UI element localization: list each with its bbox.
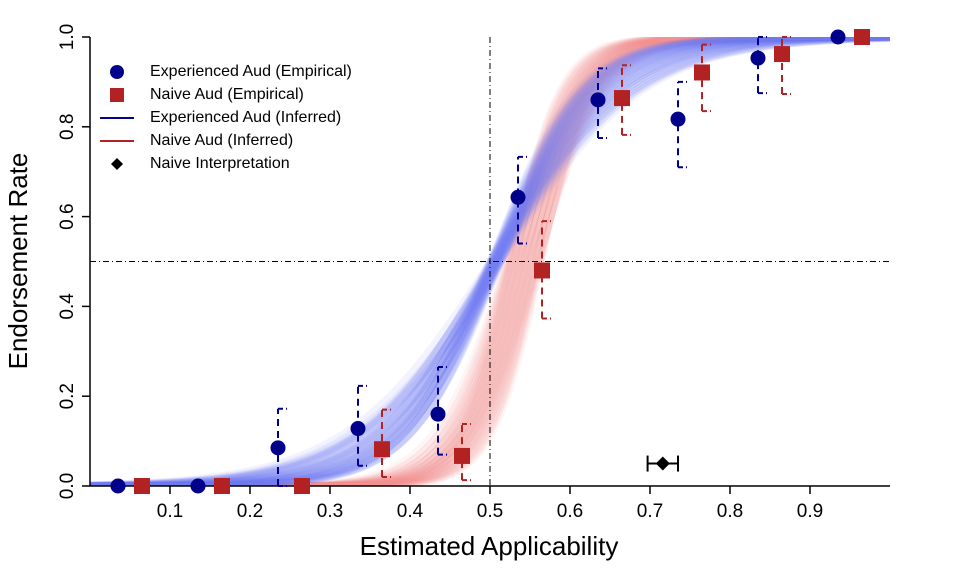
y-tick-label: 0.0: [57, 473, 78, 499]
error-bar: [437, 366, 447, 456]
error-bar: [621, 64, 631, 136]
experienced-inferred-curve: [90, 37, 890, 486]
legend-label: Experienced Aud (Empirical): [150, 63, 352, 80]
legend-item: Naive Aud (Inferred): [100, 132, 293, 149]
experienced-inferred-curve: [90, 37, 890, 486]
legend-item: Naive Aud (Empirical): [110, 86, 304, 103]
legend-item: Experienced Aud (Inferred): [100, 109, 341, 126]
naive-inferred-curve: [90, 37, 890, 486]
legend-label: Experienced Aud (Inferred): [150, 109, 341, 126]
naive-inferred-curve: [90, 37, 890, 486]
naive-inferred-curve: [90, 37, 890, 486]
error-bar: [381, 408, 391, 479]
naive-inferred-curve: [90, 37, 890, 486]
naive-inferred-curve: [90, 37, 890, 486]
experienced-point: [350, 421, 366, 437]
y-tick-label: 0.6: [57, 203, 78, 229]
naive-point: [534, 262, 550, 279]
experienced-point: [830, 29, 846, 45]
naive-inferred-curve: [90, 37, 890, 486]
experienced-point: [190, 478, 206, 494]
x-tick-label: 0.2: [237, 501, 263, 522]
legend-label: Naive Aud (Inferred): [150, 132, 293, 149]
experienced-point: [750, 50, 766, 66]
experienced-inferred-curve: [90, 37, 890, 486]
naive-point: [694, 64, 710, 81]
legend-square-icon: [110, 88, 124, 102]
naive-point: [374, 441, 390, 458]
data-points: [110, 29, 870, 494]
error-bar: [701, 43, 711, 113]
naive-interpretation-diamond: [655, 456, 670, 471]
y-tick-label: 0.4: [57, 293, 78, 320]
naive-point: [854, 29, 870, 45]
y-tick-label: 0.8: [57, 114, 78, 140]
legend-item: Naive Interpretation: [111, 155, 290, 172]
naive-interpretation-point: [646, 455, 679, 472]
x-tick-label: 0.8: [717, 501, 743, 522]
x-tick-label: 0.7: [637, 501, 663, 522]
naive-point: [134, 478, 150, 494]
experienced-inferred-curve: [90, 37, 890, 486]
error-bar: [781, 36, 791, 96]
naive-point: [454, 447, 470, 464]
experienced-point: [270, 440, 286, 456]
naive-point: [214, 478, 230, 494]
error-bar: [597, 67, 607, 140]
y-tick-label: 1.0: [57, 24, 78, 50]
x-tick-label: 0.5: [477, 501, 503, 522]
x-tick-label: 0.9: [797, 501, 823, 522]
legend-circle-icon: [110, 65, 124, 79]
naive-point: [614, 90, 630, 107]
y-axis-title: Endorsement Rate: [3, 153, 33, 370]
legend-label: Naive Aud (Empirical): [150, 86, 304, 103]
legend-label: Naive Interpretation: [150, 155, 290, 172]
reference-lines: [90, 37, 890, 486]
experienced-point: [430, 406, 446, 422]
x-tick-label: 0.4: [397, 501, 424, 522]
legend-diamond-icon: [111, 158, 123, 170]
experienced-point: [510, 189, 526, 205]
naive-inferred-curve: [90, 37, 890, 486]
experienced-point: [590, 92, 606, 108]
legend-item: Experienced Aud (Empirical): [110, 63, 352, 80]
naive-inferred-curve: [90, 37, 890, 486]
naive-inferred-curve: [90, 37, 890, 486]
x-axis-title: Estimated Applicability: [360, 531, 619, 561]
naive-inferred-curve: [90, 37, 890, 486]
experienced-point: [110, 478, 126, 494]
naive-inferred-curve: [90, 37, 890, 486]
naive-inferred-curve: [90, 37, 890, 486]
naive-inferred-curve: [90, 37, 890, 486]
x-tick-label: 0.3: [317, 501, 343, 522]
x-tick-label: 0.1: [157, 501, 183, 522]
experienced-point: [670, 111, 686, 127]
legend: Experienced Aud (Empirical) Naive Aud (Em…: [100, 63, 352, 172]
naive-inferred-curve: [90, 37, 890, 486]
error-bar: [517, 155, 527, 245]
x-tick-label: 0.6: [557, 501, 583, 522]
naive-point: [774, 46, 790, 63]
y-tick-label: 0.2: [57, 383, 78, 409]
naive-point: [294, 478, 310, 494]
